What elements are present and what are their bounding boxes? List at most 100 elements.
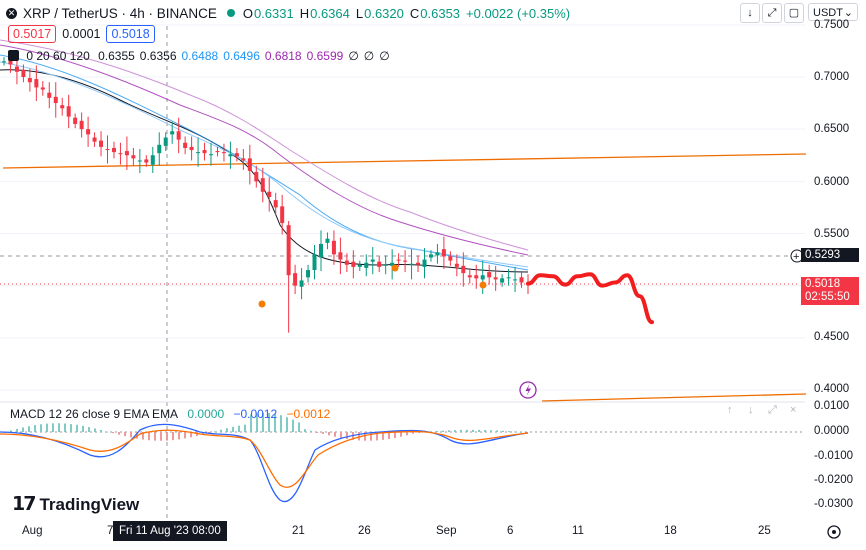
macd-tick: 0.0000 — [814, 425, 850, 437]
ma-value: 0.6488 — [181, 49, 219, 63]
macd-bar — [190, 432, 192, 438]
tradingview-logo[interactable]: 𝟭𝟳 TradingView — [12, 493, 139, 516]
candle-body — [150, 155, 155, 165]
candle-body — [183, 142, 188, 148]
tv-mark-icon: 𝟭𝟳 — [12, 494, 36, 515]
macd-bar — [130, 432, 132, 438]
candle-body — [215, 151, 220, 153]
arrow-down-icon[interactable]: ↓ — [740, 3, 760, 23]
candle-body — [467, 275, 472, 278]
ma-value: ∅ — [379, 49, 390, 63]
macd-bar — [220, 429, 222, 432]
macd-bar — [328, 432, 330, 436]
candle-body — [441, 249, 446, 257]
buy-button[interactable]: 0.5018 — [106, 25, 155, 43]
macd-bar — [394, 432, 396, 438]
macd-bar — [10, 430, 12, 432]
ma-legend-label: 0 20 60 120 — [26, 49, 90, 63]
pane-arrow-down-icon[interactable]: ↓ — [748, 404, 754, 416]
open-value: 0.6331 — [253, 5, 294, 21]
candle-body — [21, 69, 26, 77]
trendline-lower[interactable] — [541, 393, 807, 402]
candle-body — [221, 152, 226, 154]
projection-path[interactable] — [526, 272, 654, 325]
macd-bar — [322, 432, 324, 434]
change-value: +0.0022 (+0.35%) — [466, 5, 571, 21]
logo-text: TradingView — [39, 495, 140, 514]
candle-body — [318, 243, 323, 258]
time-tick: 6 — [507, 525, 514, 537]
candle-body — [241, 158, 246, 161]
candle-body — [73, 117, 78, 124]
ma20-line — [0, 69, 529, 273]
candle-body — [53, 96, 58, 104]
collapse-indicator-icon[interactable] — [8, 50, 19, 61]
currency-select[interactable]: USDT ⌄ — [808, 3, 858, 21]
macd-bar — [430, 431, 432, 433]
ma-legend[interactable]: 0 20 60 120 0.6355 0.6356 0.6488 0.6496 0.68… — [8, 49, 395, 63]
macd-bar — [472, 429, 474, 432]
snapshot-icon[interactable]: ▢ — [784, 3, 804, 23]
candle-body — [2, 61, 6, 63]
macd-bar — [346, 432, 348, 440]
event-marker[interactable] — [391, 264, 399, 272]
macd-bar — [412, 432, 414, 434]
candle-body — [325, 238, 330, 243]
sell-button[interactable]: 0.5017 — [8, 25, 57, 43]
macd-tick: -0.0300 — [814, 498, 854, 510]
candlesticks — [2, 51, 530, 333]
time-tick: 25 — [758, 525, 771, 537]
lightning-icon[interactable] — [519, 381, 537, 399]
pane-maximize-icon[interactable]: ⤢ — [768, 404, 777, 416]
macd-bar — [268, 412, 270, 432]
price-tick: 0.7500 — [814, 19, 850, 31]
symbol-title[interactable]: XRP / TetherUS · 4h · BINANCE — [23, 5, 217, 21]
event-marker[interactable] — [258, 300, 266, 308]
pane-arrow-up-icon[interactable]: ↑ — [727, 404, 733, 416]
event-marker[interactable] — [479, 281, 487, 289]
macd-bar — [496, 430, 498, 432]
xrp-logo-icon: ✕ — [6, 7, 17, 19]
candle-body — [176, 131, 181, 140]
open-label: O — [242, 5, 253, 21]
high-value: 0.6364 — [310, 5, 350, 21]
candle-body — [267, 191, 272, 197]
pane-close-icon[interactable]: × — [790, 404, 796, 416]
candle-body — [137, 160, 142, 162]
candle-body — [40, 87, 45, 90]
macd-bar — [490, 430, 492, 432]
ma120-line — [0, 44, 529, 256]
macd-bar — [484, 429, 486, 432]
time-tick: 18 — [664, 525, 677, 537]
macd-bar — [154, 432, 156, 441]
candle-body — [428, 254, 433, 258]
candle-body — [118, 153, 123, 155]
candle-body — [487, 272, 492, 278]
macd-bar — [208, 432, 210, 433]
macd-bar — [364, 432, 366, 441]
candle-body — [209, 154, 214, 156]
macd-bar — [214, 431, 216, 433]
fullscreen-icon[interactable]: ⤢ — [762, 3, 782, 23]
macd-bar — [454, 430, 456, 432]
time-tick: 11 — [572, 525, 584, 537]
candle-body — [60, 105, 65, 109]
trendline-upper[interactable] — [2, 153, 807, 169]
macd-bar — [520, 431, 522, 433]
macd-bar — [142, 432, 144, 440]
macd-bar — [376, 432, 378, 441]
macd-legend[interactable]: MACD 12 26 close 9 EMA EMA 0.0000 −0.001… — [10, 407, 330, 421]
macd-bar — [274, 413, 276, 432]
macd-bar — [226, 428, 228, 432]
candle-body — [480, 275, 485, 280]
macd-bar — [58, 423, 60, 432]
candle-body — [396, 259, 401, 261]
candle-body — [234, 153, 239, 157]
candle-body — [273, 200, 278, 208]
macd-bar — [256, 413, 258, 432]
macd-bar — [400, 432, 402, 437]
settings-gear-icon[interactable] — [827, 525, 841, 539]
candle-body — [66, 106, 71, 117]
macd-bar — [280, 415, 282, 432]
